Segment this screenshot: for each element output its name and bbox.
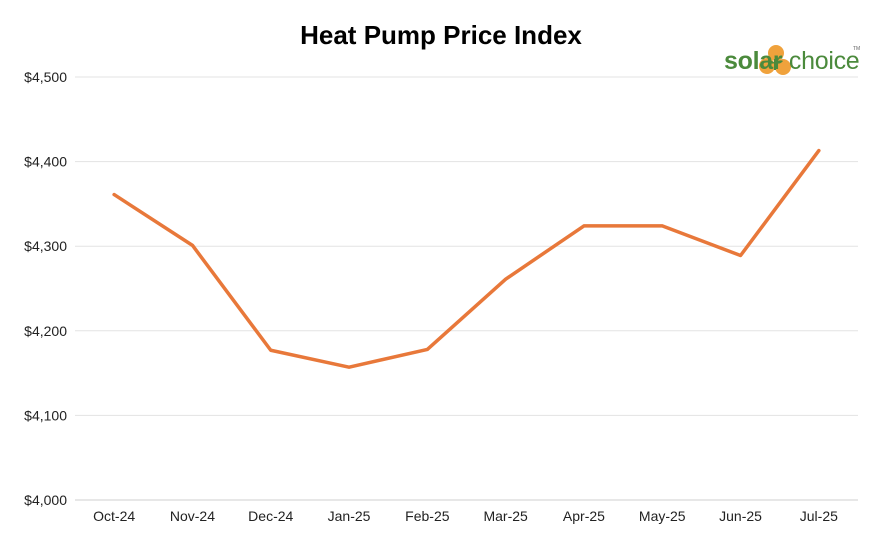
y-tick-label: $4,400 bbox=[24, 154, 67, 170]
data-point bbox=[112, 193, 116, 197]
logo-text-bold: solar bbox=[724, 47, 783, 75]
x-tick-label: Oct-24 bbox=[93, 508, 135, 524]
data-point bbox=[582, 224, 586, 228]
logo-trademark: TM bbox=[853, 46, 861, 52]
data-point bbox=[817, 149, 821, 153]
chart-title: Heat Pump Price Index bbox=[300, 20, 582, 50]
data-point bbox=[425, 347, 429, 351]
solar-choice-sun-icon bbox=[759, 45, 791, 75]
data-point bbox=[190, 243, 194, 247]
x-tick-label: Apr-25 bbox=[563, 508, 605, 524]
series-layer bbox=[112, 148, 821, 369]
x-tick-label: Nov-24 bbox=[170, 508, 215, 524]
x-tick-label: Mar-25 bbox=[483, 508, 528, 524]
x-tick-label: Jul-25 bbox=[800, 508, 838, 524]
y-axis: $4,000 $4,100 $4,200 $4,300 $4,400 $4,500 bbox=[24, 69, 67, 508]
logo-text-light: choice bbox=[782, 47, 860, 75]
x-tick-label: Jun-25 bbox=[719, 508, 762, 524]
logo-text: solar choice bbox=[724, 47, 860, 76]
y-tick-label: $4,500 bbox=[24, 69, 67, 85]
y-tick-label: $4,300 bbox=[24, 238, 67, 254]
data-point bbox=[739, 254, 743, 258]
y-tick-label: $4,000 bbox=[24, 492, 67, 508]
data-point bbox=[269, 348, 273, 352]
data-point bbox=[347, 365, 351, 369]
series-line bbox=[112, 148, 821, 369]
gridlines bbox=[75, 76, 858, 501]
y-tick-label: $4,200 bbox=[24, 323, 67, 339]
x-axis: Oct-24 Nov-24 Dec-24 Jan-25 Feb-25 Mar-25 Apr-… bbox=[93, 508, 838, 524]
x-tick-label: May-25 bbox=[639, 508, 686, 524]
y-tick-label: $4,100 bbox=[24, 407, 67, 423]
x-tick-label: Dec-24 bbox=[248, 508, 293, 524]
data-point bbox=[504, 277, 508, 281]
x-tick-label: Feb-25 bbox=[405, 508, 450, 524]
data-point bbox=[660, 224, 664, 228]
x-tick-label: Jan-25 bbox=[328, 508, 371, 524]
